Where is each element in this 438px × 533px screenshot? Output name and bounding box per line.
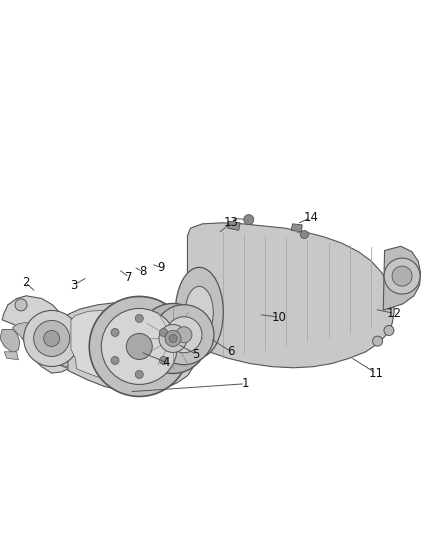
Circle shape <box>138 303 208 374</box>
Ellipse shape <box>185 286 213 338</box>
Text: 11: 11 <box>368 367 383 379</box>
Polygon shape <box>71 310 189 385</box>
Text: 4: 4 <box>162 356 170 369</box>
Text: 3: 3 <box>70 279 77 292</box>
Text: 6: 6 <box>227 345 235 358</box>
Text: 5: 5 <box>193 348 200 361</box>
Circle shape <box>159 357 167 365</box>
Circle shape <box>135 314 143 322</box>
Circle shape <box>165 330 181 346</box>
Circle shape <box>384 258 420 294</box>
Text: 8: 8 <box>139 265 146 278</box>
Circle shape <box>166 317 202 353</box>
Circle shape <box>15 299 27 311</box>
Text: 1: 1 <box>241 377 249 390</box>
Polygon shape <box>12 322 70 368</box>
Circle shape <box>111 328 119 336</box>
Circle shape <box>44 330 60 346</box>
Circle shape <box>169 334 177 343</box>
Text: 10: 10 <box>272 311 287 324</box>
Circle shape <box>111 357 119 365</box>
Circle shape <box>176 327 192 343</box>
Circle shape <box>154 305 214 365</box>
Polygon shape <box>113 364 137 375</box>
Circle shape <box>159 328 167 336</box>
Polygon shape <box>32 322 80 369</box>
Circle shape <box>24 310 80 367</box>
Text: 9: 9 <box>157 261 165 274</box>
Ellipse shape <box>175 268 223 357</box>
Text: 7: 7 <box>125 271 133 284</box>
Circle shape <box>300 230 308 239</box>
Circle shape <box>34 320 70 357</box>
Text: 14: 14 <box>304 211 318 224</box>
Polygon shape <box>228 221 240 230</box>
Polygon shape <box>4 352 18 360</box>
Circle shape <box>159 325 187 352</box>
Polygon shape <box>65 303 196 392</box>
Polygon shape <box>2 296 77 373</box>
Circle shape <box>170 353 179 363</box>
Polygon shape <box>291 224 302 232</box>
Polygon shape <box>383 246 420 310</box>
Text: 13: 13 <box>224 216 239 229</box>
Text: 2: 2 <box>21 276 29 289</box>
Circle shape <box>126 334 152 359</box>
Text: 12: 12 <box>387 307 402 320</box>
Circle shape <box>373 336 382 346</box>
Circle shape <box>384 326 394 335</box>
Circle shape <box>101 309 177 384</box>
Polygon shape <box>187 223 394 368</box>
Circle shape <box>135 370 143 378</box>
Polygon shape <box>0 329 20 353</box>
Circle shape <box>392 266 412 286</box>
Circle shape <box>244 215 254 224</box>
Circle shape <box>89 296 189 397</box>
